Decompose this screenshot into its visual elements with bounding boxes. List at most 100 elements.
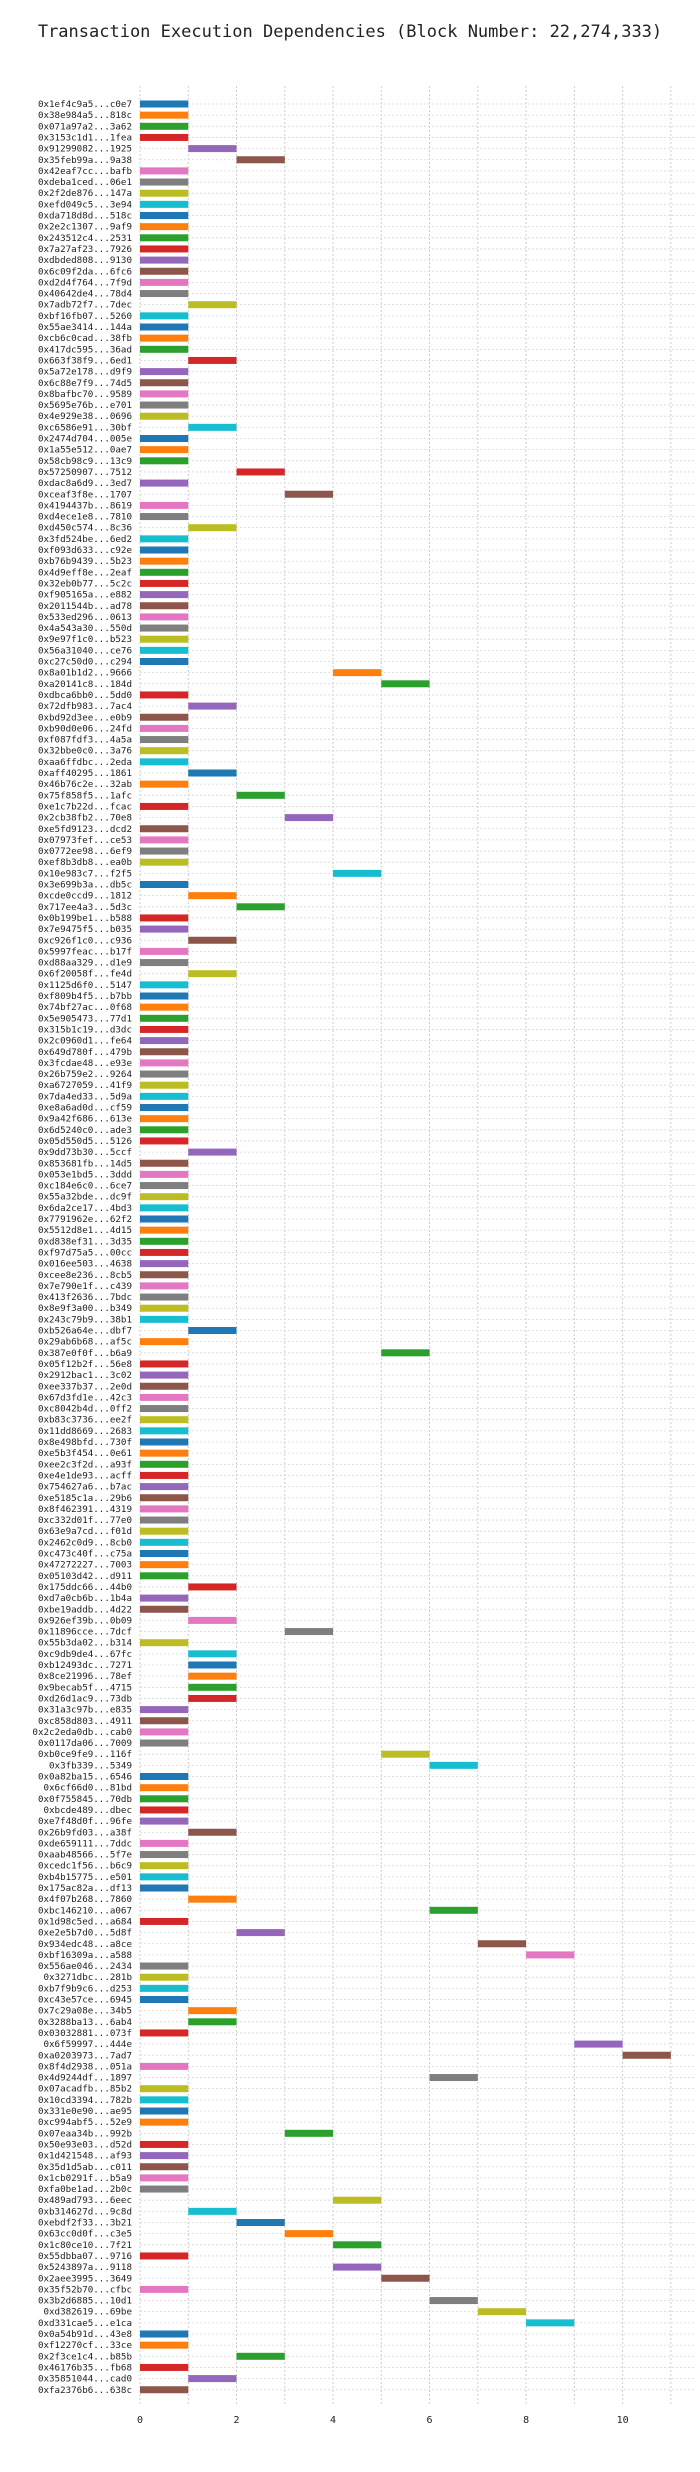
y-tick-label: 0x717ee4a3...5d3c (38, 902, 132, 913)
y-tick-label: 0xd450c574...8c36 (38, 523, 132, 534)
y-tick-label: 0x2c2eda0db...cab0 (32, 1727, 132, 1738)
x-tick-labels: 0 2 4 6 8 10 (137, 2415, 629, 2426)
transaction-bar (236, 2352, 285, 2360)
y-tick-label: 0xb83c3736...ee2f (38, 1415, 132, 1426)
transaction-bar (188, 2018, 237, 2026)
transaction-bar (140, 1037, 189, 1045)
y-tick-label: 0xfa2376b6...638c (38, 2385, 132, 2396)
transaction-bar (381, 2274, 430, 2282)
transaction-bar (140, 278, 189, 286)
transaction-bar (140, 780, 189, 788)
transaction-bar (140, 1817, 189, 1825)
y-tick-label: 0x6f59997...444e (43, 2039, 132, 2050)
y-tick-label: 0xdbded808...9130 (38, 255, 132, 266)
y-tick-label: 0x74bf27ac...0f68 (38, 1002, 132, 1013)
transaction-bar (429, 1761, 478, 1769)
y-tick-label: 0xaab48566...5f7e (38, 1850, 132, 1861)
y-tick-label: 0x8a01b1d2...9666 (38, 668, 132, 679)
y-tick-label: 0x6c88e7f9...74d5 (38, 378, 132, 389)
y-tick-label: 0x649d780f...479b (38, 1047, 132, 1058)
y-tick-label: 0x2cb38fb2...70e8 (38, 813, 132, 824)
transaction-bar (140, 1371, 189, 1379)
transaction-bar (381, 1349, 430, 1357)
transaction-bar (140, 925, 189, 933)
transaction-bar (140, 981, 189, 989)
y-tick-label: 0x2f2de876...147a (38, 188, 132, 199)
transaction-bar (284, 2230, 334, 2238)
transaction-bar (140, 1003, 189, 1011)
y-tick-label: 0x63cc0d0f...c3e5 (38, 2229, 132, 2240)
transaction-bar (140, 1382, 189, 1390)
transaction-bar (188, 1616, 237, 1624)
transaction-bar (140, 167, 189, 175)
y-tick-label: 0x0a54b91d...43e8 (38, 2329, 132, 2340)
y-tick-label: 0xee2c3f2d...a93f (38, 1459, 132, 1470)
transaction-bar (140, 1996, 189, 2003)
transaction-bar (333, 2241, 382, 2249)
y-tick-label: 0x1ef4c9a5...c0e7 (38, 99, 132, 110)
transaction-bar (188, 423, 237, 431)
y-tick-label: 0x42eaf7cc...bafb (38, 166, 132, 177)
y-tick-label: 0x1d98c5ed...a684 (38, 1916, 133, 1927)
y-tick-label: 0x57250907...7512 (38, 467, 132, 478)
transaction-bar (140, 323, 189, 331)
x-tick-label: 10 (617, 2415, 629, 2426)
y-tick-label: 0xb12493dc...7271 (38, 1660, 132, 1671)
x-tick-label: 6 (427, 2415, 433, 2426)
transaction-bar (188, 524, 237, 532)
y-tick-label: 0xc43e57ce...6945 (38, 1995, 132, 2006)
y-tick-label: 0xa6727059...41f9 (38, 1080, 132, 1091)
transaction-bar (140, 390, 189, 398)
transaction-bar (140, 2085, 189, 2093)
transaction-bar (140, 1070, 189, 1078)
transaction-bar (140, 1048, 189, 1056)
transaction-bar (140, 947, 189, 955)
transaction-bar (333, 2196, 382, 2204)
y-tick-label: 0x1cb0291f...b5a9 (38, 2173, 132, 2184)
y-tick-label: 0x3fd524be...6ed2 (38, 534, 132, 545)
transaction-bar (140, 1795, 189, 1803)
transaction-bar (140, 992, 189, 1000)
transaction-bar (333, 669, 382, 677)
y-tick-label: 0x3b2d6885...10d1 (38, 2296, 132, 2307)
transaction-bar (236, 903, 285, 911)
y-tick-label: 0x9becab5f...4715 (38, 1682, 132, 1693)
transaction-bar (140, 557, 189, 565)
y-tick-label: 0x6cf66d0...81bd (43, 1783, 132, 1794)
y-tick-label: 0xbc146210...a067 (38, 1905, 132, 1916)
y-tick-label: 0x55ae3414...144a (38, 322, 132, 333)
transaction-bar (140, 435, 189, 442)
y-tick-label: 0x0f755845...70db (38, 1794, 132, 1805)
transaction-bar (140, 1159, 189, 1167)
y-tick-label: 0xa0203973...7ad7 (38, 2050, 132, 2061)
y-tick-label: 0xf809b4f5...b7bb (38, 991, 132, 1002)
transaction-bar (140, 234, 189, 242)
y-tick-label: 0x2462c0d9...8cb0 (38, 1537, 132, 1548)
x-tick-label: 2 (234, 2415, 240, 2426)
transaction-bar (140, 1784, 189, 1792)
transaction-bar (140, 2174, 189, 2182)
y-tick-label: 0xd7a0cb6b...1b4a (38, 1593, 132, 1604)
y-tick-label: 0x47272227...7003 (38, 1560, 132, 1571)
y-tick-label: 0xe5b3f454...0e61 (38, 1448, 132, 1459)
transaction-bar (140, 1315, 189, 1323)
transaction-bar (140, 2285, 189, 2293)
y-tick-label: 0x55dbba07...9716 (38, 2251, 132, 2262)
transaction-bar (381, 1750, 430, 1758)
y-tick-label: 0xcde0ccd9...1812 (38, 891, 132, 902)
y-tick-label: 0xc858d803...4911 (38, 1716, 132, 1727)
y-tick-label: 0xb7f9b9c6...d253 (38, 1983, 132, 1994)
y-tick-label: 0xe1c7b22d...fcac (38, 801, 132, 812)
y-tick-label: 0xbcde489...dbec (43, 1805, 132, 1816)
transaction-bar (188, 970, 237, 978)
bars (140, 100, 671, 2394)
y-tick-label: 0x7e790e1f...c439 (38, 1281, 132, 1292)
y-tick-label: 0xda718d8d...518c (38, 211, 132, 222)
transaction-bar (140, 602, 189, 610)
transaction-bar (140, 1014, 189, 1022)
transaction-bar (140, 100, 189, 108)
transaction-bar (140, 1862, 189, 1870)
transaction-bar (140, 379, 189, 387)
y-tick-label: 0x8f462391...4319 (38, 1504, 132, 1515)
transaction-bar (140, 178, 189, 186)
